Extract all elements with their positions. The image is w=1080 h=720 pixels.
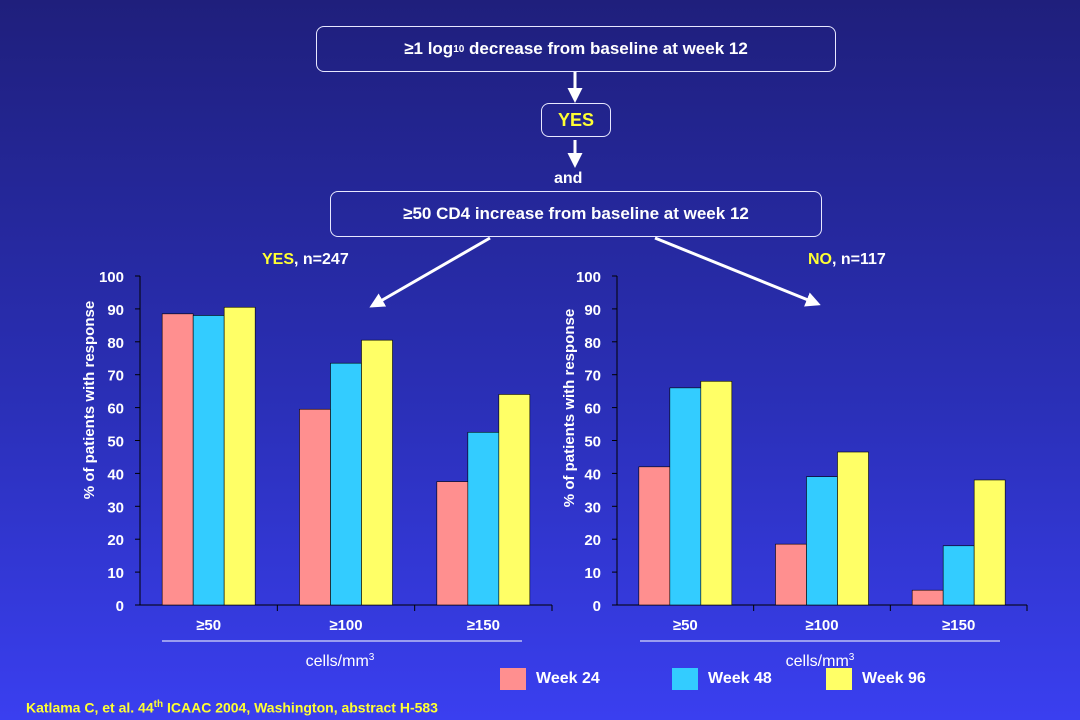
x-axis-title-superscript: 3 [849, 652, 855, 663]
y-tick-label: 40 [584, 466, 601, 483]
y-axis-title: % of patients with response [81, 301, 98, 499]
legend-label-week48: Week 48 [708, 670, 772, 687]
panel-title-no-label: NO [808, 251, 832, 268]
panel-title-no-n: , n=117 [832, 251, 886, 268]
bar-week-96 [837, 451, 869, 606]
legend-week48: Week 48 [672, 668, 772, 690]
legend-swatch-week96 [826, 668, 852, 690]
bar-week-48 [806, 476, 838, 606]
legend-swatch-week24 [500, 668, 526, 690]
bar-week-24 [638, 466, 671, 606]
y-tick-label: 10 [584, 565, 601, 582]
y-tick-label: 60 [584, 401, 601, 418]
y-tick-label: 30 [584, 499, 601, 516]
bar-week-48 [467, 431, 500, 606]
bar-week-48 [669, 387, 702, 606]
x-tick-label: ≥100 [805, 617, 838, 634]
criterion-text-prefix: ≥1 log [404, 39, 454, 58]
bar-week-24 [436, 481, 469, 606]
panel-title-yes-n: , n=247 [294, 251, 349, 268]
x-tick-label: ≥150 [942, 617, 975, 634]
bar-week-24 [775, 543, 807, 606]
yes-box: YES [541, 103, 611, 137]
bar-week-96 [498, 394, 531, 606]
panel-title-yes-label: YES [262, 251, 295, 268]
flow-arrow-right [654, 236, 821, 307]
y-tick-label: 50 [107, 434, 124, 451]
criterion-text-subscript: 10 [453, 43, 465, 55]
citation-sup: th [153, 699, 164, 710]
y-tick-label: 100 [99, 269, 124, 286]
y-tick-label: 80 [584, 335, 601, 352]
y-tick-label: 60 [107, 401, 124, 418]
criterion-box-viral-load: ≥1 log 10 decrease from baseline at week … [316, 26, 836, 72]
x-tick-label: ≥50 [196, 617, 221, 634]
bar-week-96 [973, 479, 1006, 606]
y-tick-label: 70 [107, 368, 124, 385]
y-tick-label: 20 [107, 532, 124, 549]
y-tick-label: 40 [107, 466, 124, 483]
x-tick-label: ≥100 [329, 617, 362, 634]
bar-week-24 [911, 589, 944, 606]
panel-title-yes: YES, n=247 [262, 251, 349, 269]
x-axis-title-superscript: 3 [369, 652, 375, 663]
bar-week-24 [299, 408, 331, 606]
and-label: and [554, 170, 583, 187]
y-tick-label: 10 [107, 565, 124, 582]
flow-arrow-left [369, 236, 491, 308]
citation: Katlama C, et al. 44th ICAAC 2004, Washi… [26, 699, 438, 716]
cd4-criterion-text: ≥50 CD4 increase from baseline at week 1… [403, 204, 749, 223]
x-axis-title: cells/mm3 [786, 652, 855, 670]
bar-week-96 [700, 380, 733, 606]
legend-week24: Week 24 [500, 668, 600, 690]
x-tick-label: ≥50 [673, 617, 698, 634]
y-axis-title: % of patients with response [561, 309, 578, 507]
criterion-box-cd4: ≥50 CD4 increase from baseline at week 1… [330, 191, 822, 237]
bar-week-96 [361, 339, 393, 606]
x-tick-label: ≥150 [467, 617, 500, 634]
y-tick-label: 90 [584, 302, 601, 319]
y-tick-label: 80 [107, 335, 124, 352]
legend-swatch-week48 [672, 668, 698, 690]
y-tick-label: 30 [107, 499, 124, 516]
bar-week-24 [161, 313, 194, 606]
y-tick-label: 50 [584, 434, 601, 451]
y-tick-label: 0 [593, 598, 601, 615]
bar-week-48 [330, 362, 362, 606]
legend-label-week96: Week 96 [862, 670, 926, 687]
panel-title-no: NO, n=117 [808, 251, 886, 269]
y-tick-label: 100 [576, 269, 601, 286]
bar-week-48 [192, 315, 225, 606]
bar-week-48 [942, 545, 975, 606]
y-tick-label: 70 [584, 368, 601, 385]
bar-week-96 [223, 306, 256, 606]
y-tick-label: 0 [116, 598, 124, 615]
legend-label-week24: Week 24 [536, 670, 600, 687]
yes-label: YES [557, 109, 595, 130]
legend-week96: Week 96 [826, 668, 926, 690]
y-tick-label: 20 [584, 532, 601, 549]
citation-post: ICAAC 2004, Washington, abstract H-583 [163, 699, 438, 716]
citation-pre: Katlama C, et al. 44 [26, 699, 154, 716]
criterion-text-suffix: decrease from baseline at week 12 [464, 39, 748, 58]
x-axis-title: cells/mm3 [306, 652, 375, 670]
y-tick-label: 90 [107, 302, 124, 319]
